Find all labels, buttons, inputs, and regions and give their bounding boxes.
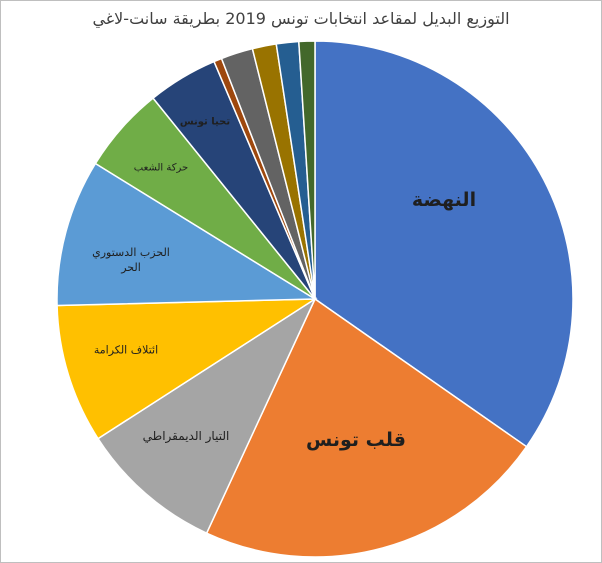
slice-label: النهضة (411, 189, 477, 212)
pie-slice (56, 298, 318, 440)
slice-label: تحيا تونس (179, 116, 231, 128)
slice-label: ائتلاف الكرامة (93, 343, 159, 357)
slice-label: حركة الشعب (133, 162, 189, 174)
pie-slice (298, 40, 316, 300)
pie-slice (56, 162, 318, 307)
slice-label: التيار الديمقراطي (142, 428, 230, 443)
pie-slice (96, 296, 317, 535)
pie-slice (314, 40, 574, 448)
chart-title: التوزيع البديل لمقاعد انتخابات تونس 2019… (92, 9, 510, 28)
slice-label: الحزب الدستوري الحر (92, 246, 170, 274)
slice-label: قلب تونس (306, 429, 406, 452)
pie-slice (205, 297, 528, 558)
